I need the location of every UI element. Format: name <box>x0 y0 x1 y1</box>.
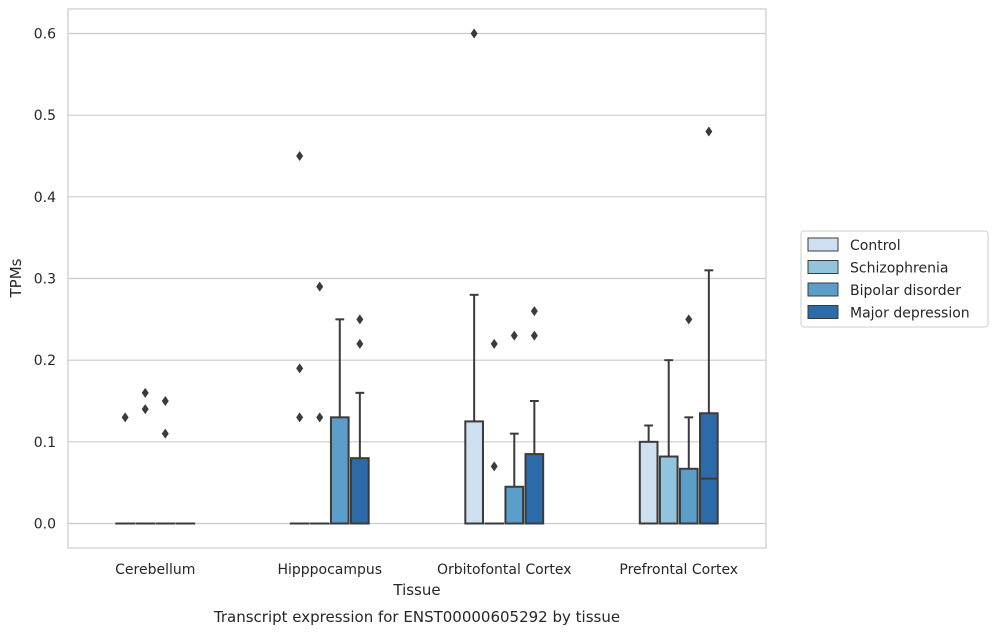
box <box>464 420 484 525</box>
box-group <box>350 314 370 525</box>
legend-swatch <box>807 237 839 252</box>
box-group <box>699 126 719 525</box>
series-2 <box>155 314 699 525</box>
outlier-point <box>161 396 169 406</box>
plot-area-frame <box>67 8 767 549</box>
outlier-point <box>296 363 304 374</box>
legend-label: Control <box>850 238 901 254</box>
legend-swatch <box>807 260 839 274</box>
outlier-point <box>490 461 498 472</box>
box-group <box>289 151 310 525</box>
box-group <box>484 338 505 525</box>
outlier-point <box>530 306 538 317</box>
y-tick-label: 0.0 <box>34 517 56 533</box>
box-group <box>309 281 330 525</box>
outlier-point <box>470 28 478 39</box>
y-tick-label: 0.2 <box>34 353 56 369</box>
box-group <box>464 28 484 525</box>
box <box>638 440 659 525</box>
outlier-point <box>490 338 498 349</box>
outlier-point <box>161 428 169 439</box>
legend-label: Major depression <box>850 306 970 322</box>
box-group <box>638 424 659 525</box>
y-tick-label: 0.5 <box>34 108 56 124</box>
outlier-point <box>141 387 149 398</box>
series-0 <box>115 28 659 525</box>
box-series <box>115 28 719 525</box>
box <box>350 457 370 525</box>
outlier-point <box>510 330 518 341</box>
box <box>329 416 350 525</box>
box <box>678 467 699 525</box>
outlier-point <box>141 404 149 415</box>
box-group <box>155 396 176 525</box>
legend-swatch <box>807 282 839 297</box>
legend-swatch <box>807 305 839 319</box>
outlier-point <box>121 412 129 423</box>
x-tick-label: Hipppocampus <box>277 562 382 578</box>
outlier-point <box>296 151 304 161</box>
outlier-point <box>316 412 324 423</box>
outlier-point <box>356 314 364 325</box>
series-3 <box>175 126 719 525</box>
y-tick-label: 0.6 <box>34 27 56 43</box>
legend-frame <box>800 230 989 328</box>
box <box>504 485 525 525</box>
outlier-point <box>530 330 538 341</box>
y-tick-label: 0.1 <box>34 435 56 451</box>
y-tick-label: 0.3 <box>34 272 56 288</box>
series-1 <box>135 281 679 525</box>
x-tick-label: Orbitofontal Cortex <box>437 562 572 578</box>
outlier-point <box>296 412 304 423</box>
box-group <box>115 412 135 525</box>
outlier-point <box>685 314 693 325</box>
outlier-point <box>316 281 324 292</box>
y-tick-label: 0.4 <box>34 190 56 206</box>
box <box>658 455 679 525</box>
legend-label: Bipolar disorder <box>850 283 961 299</box>
grid-lines <box>68 32 766 525</box>
y-axis-label: TPMs <box>7 258 25 298</box>
x-axis-ticks: Cerebellum Hipppocampus Orbitofontal Corte… <box>115 562 738 578</box>
box-group <box>658 359 679 525</box>
box-group <box>329 318 350 525</box>
y-axis-ticks: 0.0 0.1 0.2 0.3 0.4 0.5 0.6 <box>34 27 56 533</box>
outlier-point <box>705 126 713 137</box>
legend-label: Schizophrenia <box>850 261 948 277</box>
box-group <box>504 330 525 525</box>
box <box>524 453 545 525</box>
box-group <box>678 314 699 525</box>
chart-caption: Transcript expression for ENST0000060529… <box>213 608 620 626</box>
legend: Control Schizophrenia Bipolar disorder Majo… <box>800 230 989 328</box>
x-tick-label: Cerebellum <box>115 562 195 578</box>
outlier-point <box>356 338 364 349</box>
box-group <box>135 387 156 525</box>
x-tick-label: Prefrontal Cortex <box>619 562 738 578</box>
x-axis-label: Tissue <box>392 581 440 599</box>
box <box>699 412 719 525</box>
box-group <box>524 306 545 525</box>
